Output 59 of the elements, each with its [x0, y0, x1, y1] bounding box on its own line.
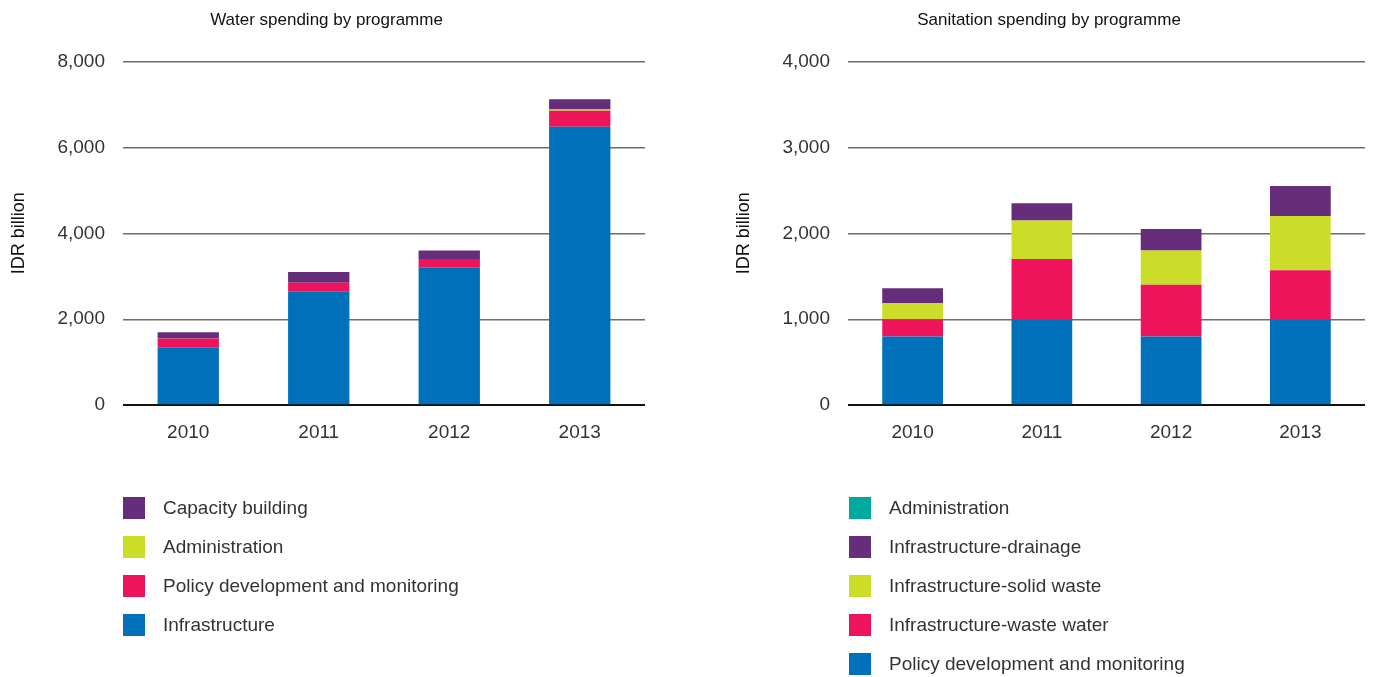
bar [1140, 250, 1202, 285]
bar [882, 288, 943, 303]
legend-label: Infrastructure-solid waste [889, 574, 1102, 597]
x-tick-label: 2012 [1149, 420, 1193, 442]
legend-label: Infrastructure-waste water [889, 613, 1109, 636]
y-tick-label: 1,000 [782, 307, 830, 329]
bar [1011, 319, 1073, 405]
bar [1270, 319, 1331, 405]
legend-label: Infrastructure [163, 613, 275, 636]
legend-label: Infrastructure-drainage [889, 535, 1082, 558]
bar [157, 332, 219, 339]
y-tick-label: 0 [819, 393, 830, 415]
x-tick-label: 2013 [558, 420, 601, 442]
legend-label: Administration [163, 535, 284, 558]
bar [1270, 270, 1331, 320]
bar [882, 336, 943, 405]
legend-label: Policy development and monitoring [889, 652, 1185, 675]
bar [1270, 216, 1331, 271]
y-axis-title: IDR billion [732, 192, 753, 275]
legend-label: Capacity building [163, 496, 308, 519]
y-tick-label: 4,000 [57, 221, 105, 243]
legend-label: Administration [889, 496, 1010, 519]
y-tick-label: 4,000 [782, 49, 830, 71]
bar [1011, 203, 1073, 221]
bar [1140, 284, 1202, 337]
y-tick-label: 2,000 [57, 307, 105, 329]
x-tick-label: 2012 [428, 420, 471, 442]
bar [882, 319, 943, 337]
y-axis-title: IDR billion [7, 192, 28, 275]
bar [157, 347, 219, 405]
chart-title: Sanitation spending by programme [917, 9, 1181, 29]
chart-title: Water spending by programme [210, 9, 443, 29]
x-tick-label: 2011 [298, 420, 340, 442]
bar [288, 291, 350, 405]
bar [418, 250, 480, 260]
legend-label: Policy development and monitoring [163, 574, 459, 597]
bar [418, 267, 480, 405]
bar [882, 302, 943, 320]
bar [1011, 220, 1073, 260]
bar [1140, 229, 1202, 251]
x-tick-label: 2013 [1279, 420, 1322, 442]
bar [1140, 336, 1202, 405]
bar [549, 110, 611, 127]
bar [418, 259, 480, 268]
bar [157, 338, 219, 348]
bar [1270, 186, 1331, 217]
bar [549, 99, 611, 110]
x-tick-label: 2010 [167, 420, 210, 442]
y-tick-label: 3,000 [782, 135, 830, 157]
y-tick-label: 2,000 [782, 221, 830, 243]
x-tick-label: 2011 [1021, 420, 1063, 442]
y-tick-label: 6,000 [57, 135, 105, 157]
y-tick-label: 8,000 [57, 49, 105, 71]
bar [288, 271, 350, 283]
bar [288, 282, 350, 292]
bar [1011, 259, 1073, 320]
x-tick-label: 2010 [891, 420, 934, 442]
bar [549, 126, 611, 405]
y-tick-label: 0 [94, 393, 105, 415]
